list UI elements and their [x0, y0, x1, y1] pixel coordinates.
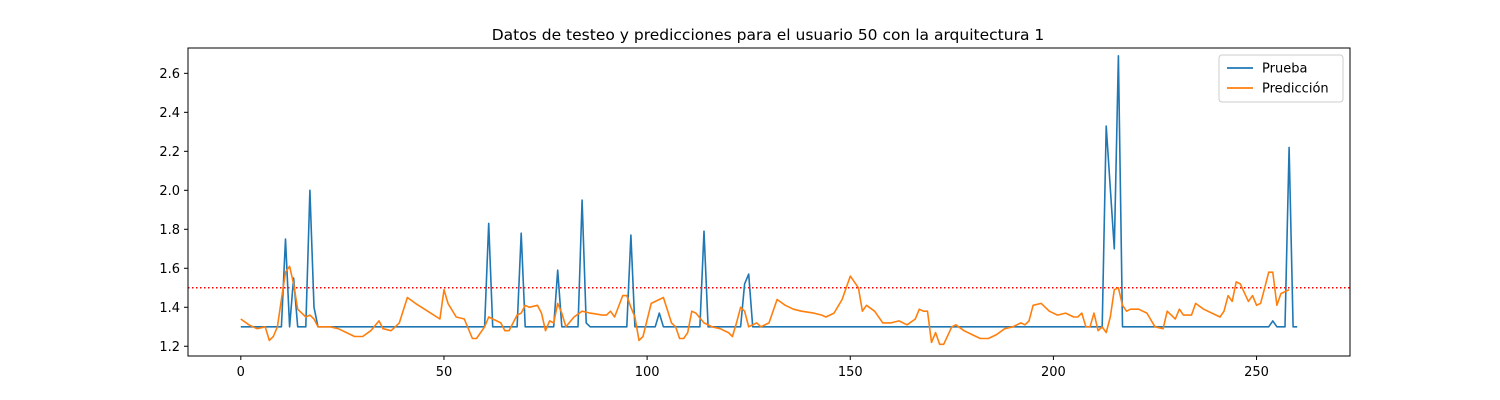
y-tick-label: 2.2 [159, 145, 180, 160]
x-axis: 0 50 100 150 200 250 [237, 356, 1269, 380]
axes-frame [187, 47, 1351, 357]
x-tick-label: 200 [1041, 365, 1066, 380]
legend-label: Predicción [1262, 82, 1329, 97]
chart-title: Datos de testeo y predicciones para el u… [492, 26, 1044, 44]
x-tick-label: 150 [838, 365, 863, 380]
series-line-prueba [240, 55, 1298, 328]
series-line-prediccion [240, 265, 1290, 346]
y-tick-label: 1.6 [159, 262, 180, 277]
y-axis: 1.2 1.4 1.6 1.8 2.0 2.2 2.4 2.6 [159, 67, 188, 355]
x-tick-label: 0 [237, 365, 245, 380]
legend-box [1218, 54, 1344, 103]
y-tick-label: 1.4 [159, 301, 180, 316]
y-tick-label: 2.4 [159, 106, 180, 121]
x-tick-label: 100 [635, 365, 660, 380]
y-tick-label: 2.6 [159, 67, 180, 82]
y-tick-label: 1.2 [159, 340, 180, 355]
y-tick-label: 2.0 [159, 184, 180, 199]
x-tick-label: 250 [1244, 365, 1269, 380]
x-tick-label: 50 [436, 365, 453, 380]
legend-label: Prueba [1262, 62, 1307, 77]
legend: Prueba Predicción [1218, 54, 1344, 103]
y-tick-label: 1.8 [159, 223, 180, 238]
plot-area [188, 55, 1350, 346]
